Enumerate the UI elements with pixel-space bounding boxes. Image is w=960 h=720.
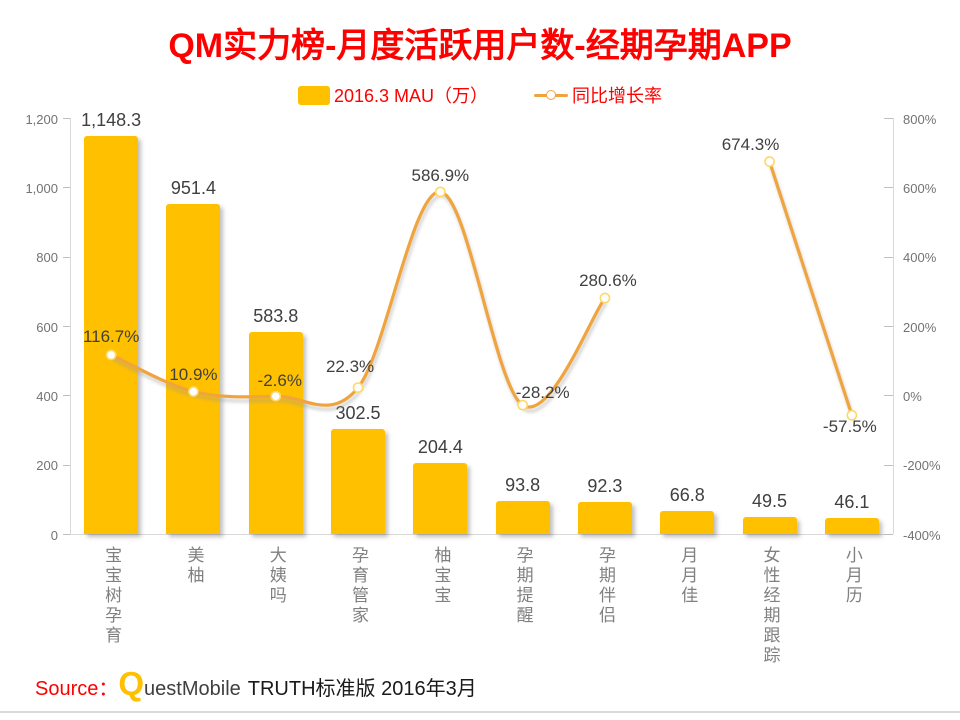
growth-line-marker bbox=[270, 390, 282, 402]
bar bbox=[824, 518, 879, 534]
right-axis-tick bbox=[884, 534, 893, 535]
right-axis-tick-label: 0% bbox=[903, 388, 922, 404]
right-axis-tick-label: 200% bbox=[903, 319, 937, 335]
growth-value-label: -57.5% bbox=[822, 417, 877, 437]
source-note: Source： Q uestMobile TRUTH标准版 2016年3月 bbox=[35, 665, 477, 702]
growth-value-label: 22.3% bbox=[325, 356, 375, 376]
category-label: 柚宝宝 bbox=[431, 546, 451, 606]
bar-series-swatch bbox=[297, 85, 330, 105]
growth-line-marker bbox=[434, 186, 446, 198]
left-axis-tick-label: 200 bbox=[36, 458, 58, 474]
chart-legend: 2016.3 MAU（万） 同比增长率 bbox=[0, 82, 960, 108]
bar bbox=[577, 502, 632, 534]
bar-value-label: 583.8 bbox=[253, 305, 299, 326]
legend-item-mau: 2016.3 MAU（万） bbox=[297, 82, 489, 108]
right-axis-tick bbox=[884, 464, 893, 466]
growth-line-marker bbox=[517, 399, 529, 411]
growth-line-marker bbox=[105, 349, 117, 361]
left-axis-tick-label: 600 bbox=[36, 319, 58, 335]
growth-line-marker bbox=[188, 386, 199, 397]
x-axis-line bbox=[70, 534, 893, 535]
left-axis-line bbox=[70, 118, 71, 534]
right-axis-tick-label: 600% bbox=[903, 180, 937, 196]
bar-value-label: 49.5 bbox=[752, 490, 788, 511]
left-axis-tick bbox=[63, 534, 70, 535]
left-axis-tick bbox=[63, 256, 70, 258]
right-axis-line bbox=[893, 118, 894, 534]
bar bbox=[660, 510, 715, 534]
source-label: Source： bbox=[35, 678, 119, 700]
right-axis-tick-label: -400% bbox=[903, 527, 941, 543]
left-axis-tick-label: 1,000 bbox=[25, 180, 58, 196]
category-label: 美柚 bbox=[184, 546, 204, 586]
bar-value-label: 92.3 bbox=[587, 476, 623, 496]
bar-value-label: 204.4 bbox=[417, 437, 463, 458]
growth-line bbox=[767, 159, 854, 417]
growth-value-label: 586.9% bbox=[411, 165, 470, 185]
bar bbox=[495, 501, 550, 534]
bar-value-label: 93.8 bbox=[505, 475, 541, 496]
category-label: 孕期伴侣 bbox=[595, 546, 615, 626]
line-series-marker bbox=[534, 90, 569, 100]
legend-label-growth: 同比增长率 bbox=[572, 86, 663, 106]
growth-value-label: -28.2% bbox=[515, 383, 570, 403]
growth-value-label: 280.6% bbox=[579, 271, 637, 291]
growth-value-label: 116.7% bbox=[82, 326, 140, 346]
bar-value-label: 66.8 bbox=[669, 484, 705, 505]
growth-value-label: 10.9% bbox=[169, 364, 218, 384]
left-axis-tick bbox=[63, 118, 70, 119]
growth-line-marker bbox=[599, 292, 611, 304]
bottom-divider bbox=[0, 711, 960, 713]
left-axis-tick bbox=[63, 187, 70, 189]
growth-value-label: 674.3% bbox=[721, 134, 780, 154]
bar bbox=[166, 204, 221, 534]
bar bbox=[331, 429, 386, 534]
bar-value-label: 46.1 bbox=[834, 492, 870, 513]
right-axis-tick bbox=[884, 326, 893, 327]
bar-value-label: 302.5 bbox=[335, 403, 381, 424]
right-axis-tick-label: 800% bbox=[903, 111, 937, 127]
growth-value-label: -2.6% bbox=[257, 371, 302, 391]
category-label: 月月佳 bbox=[678, 546, 698, 606]
growth-line-marker bbox=[846, 409, 858, 421]
left-axis-tick-label: 1,200 bbox=[25, 111, 58, 127]
category-label: 宝宝树孕育 bbox=[102, 546, 122, 646]
bar bbox=[248, 331, 303, 534]
category-label: 小月历 bbox=[842, 546, 862, 606]
right-axis-tick bbox=[884, 256, 893, 258]
bar bbox=[84, 135, 139, 534]
legend-item-growth: 同比增长率 bbox=[534, 82, 662, 108]
category-label: 孕期提醒 bbox=[513, 546, 533, 626]
right-axis-tick-label: 400% bbox=[903, 250, 937, 266]
left-axis-tick-label: 800 bbox=[36, 250, 58, 266]
bar bbox=[742, 516, 797, 534]
right-axis-tick bbox=[884, 187, 893, 189]
growth-line-marker bbox=[352, 382, 364, 394]
category-label: 大姨吗 bbox=[266, 546, 286, 606]
left-axis-tick bbox=[63, 395, 70, 397]
growth-line-marker bbox=[764, 156, 775, 167]
left-axis-tick-label: 400 bbox=[36, 388, 58, 404]
legend-label-mau: 2016.3 MAU（万） bbox=[333, 86, 489, 106]
bar bbox=[413, 463, 468, 534]
category-label: 女性经期跟踪 bbox=[760, 546, 780, 666]
right-axis-tick bbox=[884, 395, 893, 397]
category-label: 孕育管家 bbox=[349, 546, 369, 626]
left-axis-tick bbox=[63, 464, 70, 466]
right-axis-tick bbox=[884, 118, 893, 119]
bar-value-label: 951.4 bbox=[170, 178, 216, 199]
questmobile-logo-text: uestMobile bbox=[144, 678, 241, 700]
left-axis-tick bbox=[63, 326, 70, 327]
right-axis-tick-label: -200% bbox=[903, 458, 941, 474]
source-edition-text: TRUTH标准版 2016年3月 bbox=[247, 678, 477, 700]
chart-title: QM实力榜-月度活跃用户数-经期孕期APP bbox=[168, 27, 792, 65]
left-axis-tick-label: 0 bbox=[50, 527, 58, 543]
bar-value-label: 1,148.3 bbox=[81, 109, 142, 130]
